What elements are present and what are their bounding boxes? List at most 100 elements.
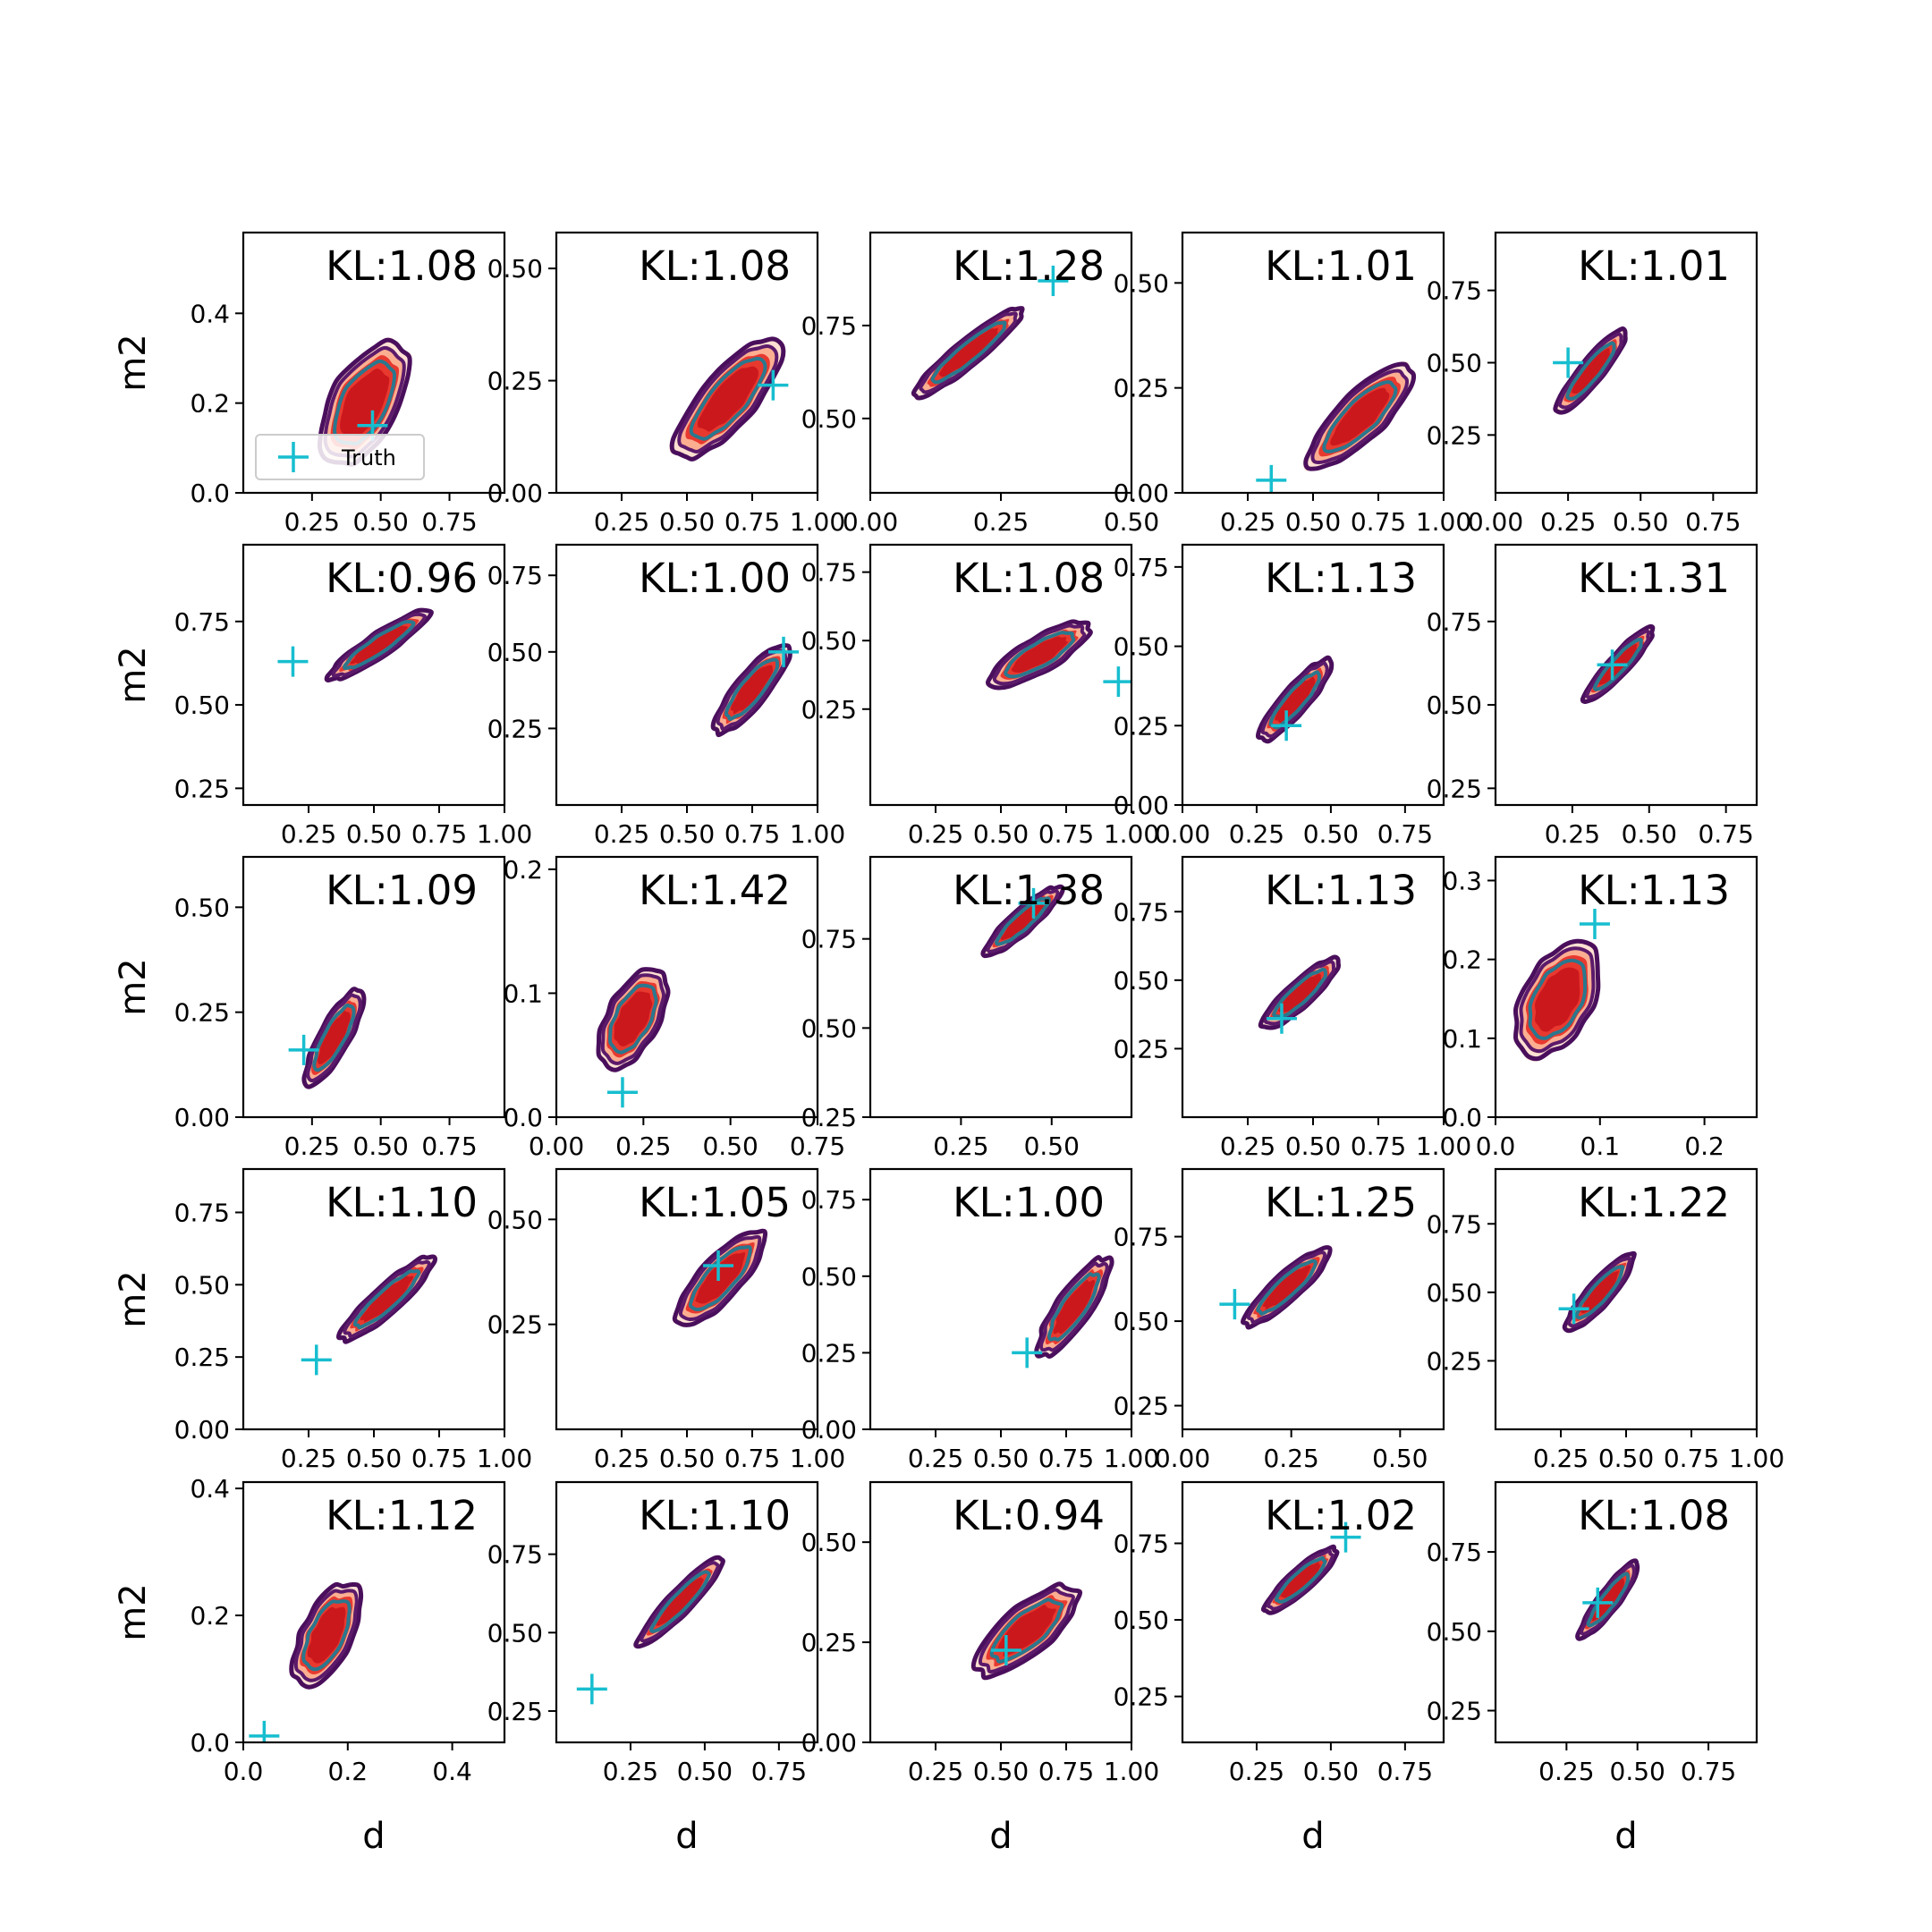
truth-marker — [703, 1250, 734, 1281]
outer-contour-line — [1303, 361, 1417, 471]
legend-plus-icon — [278, 442, 309, 472]
legend-label: Truth — [341, 445, 396, 470]
density-fill-level-4 — [614, 991, 653, 1046]
y-tick-label: 0.50 — [487, 254, 543, 284]
outer-contour-line — [710, 643, 792, 738]
x-tick-label: 0.75 — [1351, 507, 1406, 537]
x-tick-label: 0.75 — [421, 507, 477, 537]
axes-frame — [1494, 855, 1758, 1119]
x-tick-label: 1.00 — [1104, 1444, 1159, 1473]
inner-contour-line — [989, 1597, 1064, 1664]
axes-frame — [242, 855, 506, 1119]
y-tick-label: 0.00 — [801, 1728, 857, 1758]
x-tick-label: 1.00 — [1104, 1757, 1159, 1786]
x-tick-label: 0.50 — [659, 1444, 715, 1473]
x-tick-label: 0.75 — [1664, 1444, 1719, 1473]
y-tick-label: 0.00 — [174, 1415, 230, 1445]
y-tick-label: 0.25 — [487, 1697, 543, 1726]
contour-area — [1260, 1521, 1361, 1615]
kl-label: KL:1.05 — [639, 1179, 791, 1226]
density-fill-level-4 — [318, 1011, 351, 1065]
inner-contour-line — [649, 1570, 711, 1633]
contour-area — [301, 1254, 437, 1376]
density-fill-level-4 — [1280, 1562, 1321, 1598]
outer-contour-line — [301, 987, 367, 1089]
kl-label: KL:1.01 — [1578, 242, 1730, 290]
kl-label: KL:0.96 — [326, 555, 478, 602]
x-tick-label: 0.00 — [1155, 1444, 1210, 1473]
y-tick-label: 0.00 — [801, 1415, 857, 1445]
x-tick-label: 0.50 — [1622, 819, 1677, 849]
density-fill-level-4 — [1534, 967, 1580, 1032]
x-tick-label: 1.00 — [1416, 1131, 1471, 1161]
density-fill-level-4 — [731, 665, 774, 715]
inner-contour-line — [1256, 1258, 1318, 1316]
subplot-14: KL:1.13 0.25 0.50 0.75 1.00 0.25 0.50 0.75 — [1114, 855, 1471, 1161]
outer-contour-line — [289, 1581, 364, 1690]
y-tick-label: 0.50 — [487, 1618, 543, 1648]
inner-contour-line — [688, 1245, 752, 1312]
legend-box — [255, 434, 425, 480]
y-tick-label: 0.25 — [1114, 711, 1169, 741]
subplot-12: KL:1.42 0.00 0.25 0.50 0.75 0.0 0.1 0.2 — [503, 855, 845, 1161]
y-tick-label: 0.50 — [487, 638, 543, 667]
x-tick-label: 0.50 — [1285, 1131, 1341, 1161]
x-tick-label: 1.00 — [790, 1444, 845, 1473]
x-tick-label: 0.25 — [281, 1444, 336, 1473]
y-tick-label: 0.25 — [801, 695, 857, 724]
inner-contour-line — [1274, 1555, 1327, 1604]
middle-contour-line — [1310, 369, 1410, 464]
x-tick-label: 0.75 — [724, 1444, 780, 1473]
subplot-23: KL:0.94 0.25 0.50 0.75 1.00 0.00 0.25 0.50 d — [801, 1480, 1159, 1857]
y-tick-label: 0.75 — [801, 558, 857, 588]
y-tick-label: 0.25 — [1114, 1682, 1169, 1712]
x-tick-label: 0.2 — [1684, 1131, 1724, 1161]
y-tick-label: 0.50 — [174, 893, 230, 922]
y-tick-label: 0.25 — [801, 1628, 857, 1657]
truth-marker — [758, 369, 789, 401]
x-tick-label: 1.00 — [1729, 1444, 1784, 1473]
axes-frame — [1181, 543, 1445, 807]
x-tick-label: 0.00 — [843, 507, 898, 537]
y-tick-label: 0.4 — [190, 1474, 230, 1504]
x-axis-title: d — [989, 1816, 1012, 1857]
subplot-15: KL:1.13 0.0 0.1 0.2 0.0 0.1 0.2 0.3 — [1442, 855, 1758, 1161]
density-fill-level-4 — [1580, 1270, 1620, 1314]
y-tick-label: 0.3 — [1442, 866, 1482, 895]
inner-contour-line — [1322, 380, 1398, 453]
middle-contour-line — [919, 311, 1018, 394]
y-tick-label: 0.50 — [801, 1013, 857, 1043]
x-tick-label: 0.75 — [1038, 819, 1094, 849]
subplot-18: KL:1.00 0.25 0.50 0.75 1.00 0.00 0.25 0.50 0.75 — [801, 1167, 1159, 1473]
x-axis-title: d — [1614, 1816, 1637, 1857]
y-tick-label: 0.25 — [1427, 1697, 1482, 1726]
density-fill-level-4 — [1278, 973, 1322, 1013]
x-tick-label: 0.25 — [1229, 819, 1284, 849]
truth-marker — [768, 636, 800, 667]
x-tick-label: 0.25 — [1538, 1757, 1594, 1786]
x-tick-label: 0.75 — [790, 1131, 845, 1161]
subplot-22: KL:1.10 0.25 0.50 0.75 0.25 0.50 0.75 d — [487, 1480, 819, 1857]
axes-frame — [1494, 1480, 1758, 1744]
x-tick-label: 0.75 — [1351, 1131, 1406, 1161]
contour-area — [672, 1228, 768, 1327]
kl-label: KL:1.08 — [953, 555, 1105, 602]
x-tick-label: 0.50 — [659, 507, 715, 537]
inner-contour-line — [1528, 958, 1588, 1040]
subplot-19: KL:1.25 0.00 0.25 0.50 0.25 0.50 0.75 — [1114, 1167, 1445, 1473]
truth-marker — [1597, 649, 1628, 681]
kl-label: KL:1.22 — [1578, 1179, 1730, 1226]
y-tick-label: 0.75 — [1427, 1538, 1482, 1567]
middle-contour-line — [306, 993, 362, 1083]
inner-contour-line — [343, 620, 416, 671]
y-tick-label: 0.50 — [801, 626, 857, 656]
density-fill-level-4 — [697, 366, 758, 432]
contour-area — [986, 619, 1131, 698]
density-fill-level-4 — [938, 327, 998, 377]
axes-frame — [1181, 1167, 1445, 1431]
truth-marker — [606, 1077, 638, 1108]
truth-marker — [1558, 1293, 1589, 1325]
y-tick-label: 0.25 — [1427, 774, 1482, 803]
axes-frame — [242, 1480, 506, 1744]
